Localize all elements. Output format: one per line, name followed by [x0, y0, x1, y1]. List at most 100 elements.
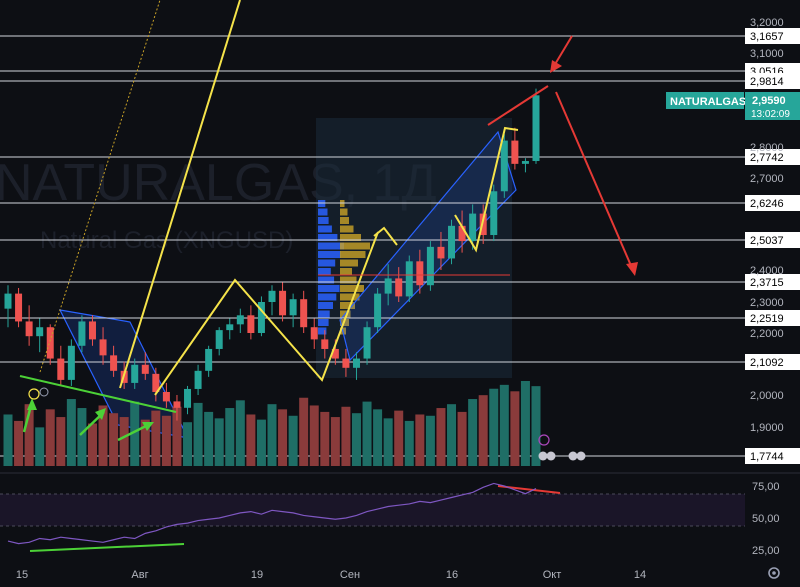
dividend-icon[interactable]	[39, 387, 49, 397]
price-tick-label: 3,1000	[750, 48, 784, 60]
level-tag-label: 2,7742	[750, 152, 784, 164]
price-tick-label: 2,0000	[750, 390, 784, 402]
candle-body	[99, 339, 107, 356]
candle-body	[363, 327, 371, 359]
profile-bar	[318, 208, 328, 216]
event-purple-icon[interactable]	[538, 434, 550, 446]
level-lines	[0, 35, 745, 457]
flag-icon-2[interactable]	[546, 451, 556, 461]
profile-bar	[340, 293, 360, 301]
candle-body	[469, 213, 477, 242]
volume-bar	[457, 411, 467, 466]
yellow-impulse-line	[119, 0, 241, 389]
red-arrow-down	[555, 91, 638, 276]
time-tick-label: Авг	[131, 569, 148, 581]
flag-icon-1[interactable]	[538, 451, 548, 461]
profile-bar	[318, 302, 333, 309]
red-arrow-up	[550, 35, 573, 73]
profile-bar	[340, 285, 364, 292]
candle-body	[511, 140, 519, 164]
candle-body	[426, 246, 434, 286]
time-tick-label: Окт	[543, 569, 562, 581]
profile-bar	[340, 276, 357, 284]
time-axis[interactable]: 15 Авг 19 Сен 16 Окт 14	[16, 569, 646, 581]
flag-icon-4[interactable]	[576, 451, 586, 461]
profile-bar	[318, 285, 340, 292]
volume-bar	[98, 405, 108, 466]
candle-body	[300, 299, 308, 328]
event-marker-icon[interactable]	[28, 388, 40, 400]
symbol-label: NATURALGAS	[670, 96, 746, 108]
profile-bar	[340, 251, 366, 258]
volume-bar	[404, 420, 414, 466]
level-tag	[745, 232, 800, 248]
level-tag	[745, 310, 800, 326]
volume-bar	[3, 414, 13, 466]
candle-body	[141, 364, 149, 374]
profile-bar	[340, 225, 354, 233]
level-tag-label: 2,3715	[750, 277, 784, 289]
level-tag	[745, 28, 800, 44]
candle-body	[236, 315, 244, 325]
yellow-wave	[154, 231, 379, 396]
dotted-trend-line	[39, 0, 161, 373]
profile-bar	[340, 217, 349, 224]
rsi-green-line	[29, 543, 185, 552]
candle-body	[4, 293, 12, 309]
green-arrow-1	[22, 398, 37, 433]
candle-body	[25, 321, 33, 337]
volume-bar	[246, 414, 256, 466]
volume-bar	[172, 406, 182, 466]
level-tag	[745, 73, 800, 89]
flag-icon-3[interactable]	[568, 451, 578, 461]
volume-bar	[320, 411, 330, 466]
price-axis[interactable]: 3,16573,05162,98142,77422,62462,50372,37…	[745, 17, 800, 464]
red-resistance-line	[487, 85, 549, 126]
level-tag-label: 2,6246	[750, 198, 784, 210]
candle-body	[490, 191, 498, 236]
candle-body	[247, 315, 255, 333]
candle-body	[215, 330, 223, 349]
volume-bar	[531, 386, 541, 466]
candle-body	[500, 140, 508, 192]
time-tick-label: 14	[634, 569, 646, 581]
volume-bar	[351, 413, 361, 466]
volume-bar	[489, 388, 499, 466]
level-tag-label: 3,1657	[750, 31, 784, 43]
green-arrow-3	[117, 422, 154, 442]
profile-bar	[318, 319, 329, 326]
candle-body	[448, 225, 456, 259]
level-tag-label: 2,2519	[750, 313, 784, 325]
rsi-polyline	[7, 482, 537, 545]
bar-countdown: 13:02:09	[751, 109, 790, 120]
volume-bar	[267, 404, 277, 466]
volume-bar	[499, 384, 509, 466]
rsi-tick-label: 25,00	[752, 545, 780, 557]
rsi-line	[7, 482, 537, 545]
last-price-badge	[745, 92, 800, 120]
candle-body	[257, 302, 265, 333]
candle-body	[342, 358, 350, 368]
level-tag-label: 1,7744	[750, 451, 784, 463]
volume-bar	[468, 399, 478, 466]
profile-bar	[318, 327, 327, 335]
profile-bar	[318, 217, 329, 224]
volume-bar	[161, 415, 171, 466]
volume-bar	[204, 411, 214, 466]
green-arrow-2	[79, 408, 106, 436]
profile-bar	[318, 234, 338, 241]
gear-icon[interactable]	[768, 567, 780, 579]
volume-bar	[56, 417, 66, 466]
profile-bar	[318, 242, 344, 250]
level-tag	[745, 354, 800, 370]
candle-body	[416, 261, 424, 286]
volume-bar	[447, 404, 457, 466]
volume-bar	[151, 410, 161, 466]
time-tick-label: 19	[251, 569, 263, 581]
profile-bar	[318, 251, 341, 258]
volume-bar	[278, 409, 288, 466]
price-tick-label: 2,7000	[750, 173, 784, 185]
yellow-wave-arrow	[373, 226, 398, 246]
